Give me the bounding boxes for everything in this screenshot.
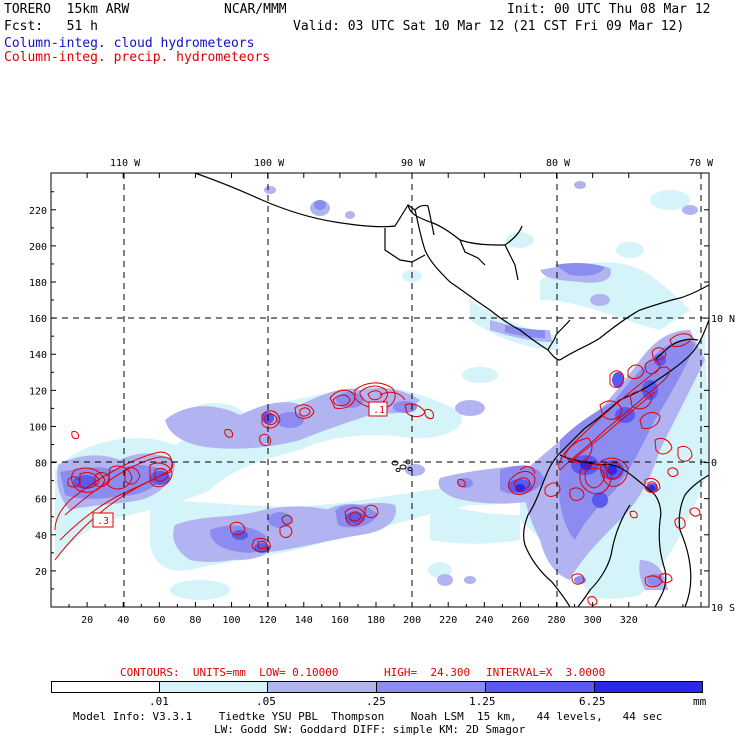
colorbar-unit: mm <box>693 695 707 708</box>
x-tick-label-20: 20 <box>81 615 93 626</box>
y-tick-label-140: 140 <box>29 350 47 361</box>
colorbar-level-1: .01 <box>149 695 169 708</box>
x-tick-label-260: 260 <box>511 615 529 626</box>
colorbar-level-4: 1.25 <box>469 695 496 708</box>
y-tick-label-160: 160 <box>29 314 47 325</box>
x-tick-label-80: 80 <box>189 615 201 626</box>
colorbar-level-5: 6.25 <box>579 695 606 708</box>
y-tick-label-220: 220 <box>29 206 47 217</box>
contour-interval: INTERVAL=X 3.0000 <box>486 666 606 679</box>
colorbar-bin-4 <box>485 681 595 693</box>
contour-label-2: .3 <box>97 516 109 527</box>
lat-label-0: 0 <box>711 458 717 469</box>
colorbar-bin-1 <box>159 681 268 693</box>
model-info-line2: LW: Godd SW: Goddard DIFF: simple KM: 2D… <box>214 723 526 736</box>
colorbar-level-3: .25 <box>366 695 386 708</box>
organization: NCAR/MMM <box>224 2 287 17</box>
valid-time: Valid: 03 UTC Sat 10 Mar 12 (21 CST Fri … <box>293 19 685 34</box>
precip-contours <box>54 333 701 606</box>
longitude-labels: 110 W 100 W 90 W 80 W 70 W <box>110 158 714 169</box>
lon-label-100w: 100 W <box>254 158 285 169</box>
shading-layer <box>55 181 709 600</box>
x-tick-label-320: 320 <box>620 615 638 626</box>
x-tick-label-280: 280 <box>548 615 566 626</box>
lat-label-10s: 10 S <box>711 603 735 614</box>
x-tick-label-140: 140 <box>295 615 313 626</box>
lon-label-70w: 70 W <box>689 158 714 169</box>
x-tick-label-120: 120 <box>259 615 277 626</box>
x-tick-label-240: 240 <box>475 615 493 626</box>
init-time: Init: 00 UTC Thu 08 Mar 12 <box>507 2 711 17</box>
y-tick-label-40: 40 <box>35 531 47 542</box>
y-tick-label-120: 120 <box>29 386 47 397</box>
lon-label-90w: 90 W <box>401 158 426 169</box>
x-tick-label-180: 180 <box>367 615 385 626</box>
precip-field-label: Column-integ. precip. hydrometeors <box>4 50 271 65</box>
axis-tick-labels: 220 200 180 160 140 120 100 80 60 40 20 20 40 60 80 100… <box>29 206 638 626</box>
axis-ticks <box>51 173 709 607</box>
x-tick-label-60: 60 <box>153 615 165 626</box>
y-tick-label-20: 20 <box>35 567 47 578</box>
model-title: TORERO 15km ARW <box>4 2 130 17</box>
colorbar-level-2: .05 <box>256 695 276 708</box>
latitude-labels: 10 N 0 10 S <box>711 314 735 614</box>
contour-label-1: .1 <box>373 405 385 416</box>
y-tick-label-200: 200 <box>29 242 47 253</box>
y-tick-label-180: 180 <box>29 278 47 289</box>
x-tick-label-200: 200 <box>403 615 421 626</box>
model-info-line1: Model Info: V3.3.1 Tiedtke YSU PBL Thomp… <box>73 710 663 723</box>
cloud-field-label: Column-integ. cloud hydrometeors <box>4 36 255 51</box>
colorbar-bin-5 <box>594 681 703 693</box>
colorbar-bin-3 <box>376 681 486 693</box>
lon-label-110w: 110 W <box>110 158 141 169</box>
contour-label-box-1 <box>368 401 388 417</box>
y-tick-label-80: 80 <box>35 459 47 470</box>
x-tick-label-300: 300 <box>584 615 602 626</box>
x-tick-label-160: 160 <box>331 615 349 626</box>
x-tick-label-40: 40 <box>117 615 129 626</box>
contour-high: HIGH= 24.300 <box>384 666 471 679</box>
lon-label-80w: 80 W <box>546 158 571 169</box>
lat-label-10n: 10 N <box>711 314 735 325</box>
forecast-hour: Fcst: 51 h <box>4 19 98 34</box>
contour-label-box-2 <box>92 512 114 528</box>
x-tick-label-220: 220 <box>439 615 457 626</box>
y-tick-label-100: 100 <box>29 422 47 433</box>
x-tick-label-100: 100 <box>223 615 241 626</box>
y-tick-label-60: 60 <box>35 495 47 506</box>
colorbar-bin-0 <box>51 681 160 693</box>
colorbar-bin-2 <box>267 681 377 693</box>
contour-units: CONTOURS: UNITS=mm LOW= 0.10000 <box>120 666 339 679</box>
coastlines <box>194 173 709 607</box>
galapagos-islands <box>391 459 413 472</box>
